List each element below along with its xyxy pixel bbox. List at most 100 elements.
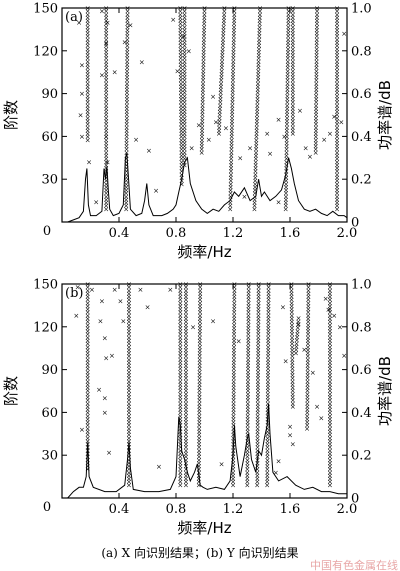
pole-marker: ×	[183, 362, 189, 370]
pole-marker: ×	[183, 293, 189, 301]
pole-marker: ×	[252, 171, 258, 179]
pole-marker: ×	[85, 331, 91, 339]
pole-marker: ×	[177, 390, 183, 398]
pole-marker: ×	[327, 356, 333, 364]
pole-marker: ×	[253, 149, 259, 157]
pole-marker: ×	[266, 290, 272, 298]
pole-marker: ×	[327, 287, 333, 295]
pole-marker: ×	[196, 450, 202, 458]
pole-marker: ×	[109, 352, 115, 360]
pole-marker: ×	[103, 52, 109, 60]
pole-marker: ×	[265, 428, 271, 436]
pole-marker: ×	[216, 130, 222, 138]
pole-marker: ×	[179, 168, 185, 176]
pole-marker: ×	[306, 284, 312, 292]
pole-marker: ×	[334, 180, 340, 188]
pole-marker: ×	[231, 337, 237, 345]
pole-marker: ×	[264, 469, 270, 477]
pole-marker: ×	[231, 359, 237, 367]
pole-marker: ×	[284, 121, 290, 129]
y-tick-label: 60	[41, 406, 58, 421]
pole-marker: ×	[177, 290, 183, 298]
pole-marker: ×	[231, 324, 237, 332]
pole-marker: ×	[178, 70, 184, 78]
pole-marker: ×	[199, 111, 205, 119]
pole-marker: ×	[285, 36, 291, 44]
pole-marker: ×	[177, 17, 183, 25]
pole-marker: ×	[255, 378, 261, 386]
pole-marker: ×	[179, 171, 185, 179]
pole-marker: ×	[334, 155, 340, 163]
pole-marker: ×	[103, 161, 109, 169]
pole-marker: ×	[327, 296, 333, 304]
pole-marker: ×	[327, 397, 333, 405]
pole-marker: ×	[289, 299, 295, 307]
pole-marker: ×	[103, 174, 109, 182]
pole-marker: ×	[125, 8, 131, 16]
pole-marker: ×	[289, 287, 295, 295]
pole-marker: ×	[334, 121, 340, 129]
pole-marker: ×	[327, 290, 333, 298]
pole-marker: ×	[197, 328, 203, 336]
pole-marker: ×	[85, 378, 91, 386]
x-tick-label: 1.2	[223, 226, 244, 241]
pole-marker: ×	[304, 409, 310, 417]
pole-marker: ×	[177, 337, 183, 345]
pole-marker: ×	[228, 180, 234, 188]
y2-axis-title: 功率谱/dB	[376, 356, 394, 426]
pole-marker: ×	[290, 20, 296, 28]
pole-marker: ×	[255, 318, 261, 326]
pole-marker: ×	[290, 108, 296, 116]
pole-marker: ×	[290, 384, 296, 392]
pole-marker: ×	[177, 450, 183, 458]
pole-marker: ×	[334, 127, 340, 135]
pole-marker: ×	[231, 306, 237, 314]
pole-marker: ×	[334, 83, 340, 91]
plot-frame	[61, 7, 348, 223]
pole-marker: ×	[85, 375, 91, 383]
pole-marker: ×	[231, 412, 237, 420]
pole-marker: ×	[177, 309, 183, 317]
pole-marker: ×	[231, 397, 237, 405]
pole-marker: ×	[290, 387, 296, 395]
pole-marker: ×	[124, 45, 130, 53]
pole-marker: ×	[285, 55, 291, 63]
pole-marker: ×	[85, 124, 91, 132]
pole-marker: ×	[178, 146, 184, 154]
pole-marker: ×	[85, 459, 91, 467]
pole-marker: ×	[103, 133, 109, 141]
pole-marker: ×	[327, 337, 333, 345]
pole-marker: ×	[218, 89, 224, 97]
pole-marker: ×	[124, 139, 130, 147]
pole-marker: ×	[231, 284, 237, 292]
pole-marker: ×	[265, 403, 271, 411]
pole-marker: ×	[103, 196, 109, 204]
x-tick-label: 0.4	[109, 226, 130, 241]
pole-marker: ×	[183, 434, 189, 442]
pole-marker: ×	[305, 293, 311, 301]
pole-marker: ×	[85, 306, 91, 314]
pole-marker: ×	[124, 77, 130, 85]
pole-marker: ×	[289, 343, 295, 351]
pole-marker: ×	[126, 356, 132, 364]
pole-marker: ×	[266, 296, 272, 304]
pole-marker: ×	[230, 478, 236, 486]
pole-marker: ×	[177, 346, 183, 354]
pole-marker: ×	[126, 375, 132, 383]
pole-marker: ×	[255, 70, 261, 78]
pole-marker: ×	[284, 102, 290, 110]
pole-marker: ×	[183, 431, 189, 439]
pole-marker: ×	[231, 406, 237, 414]
pole-marker: ×	[284, 155, 290, 163]
pole-marker: ×	[256, 293, 262, 301]
pole-marker: ×	[126, 359, 132, 367]
power-spectrum-line	[62, 403, 347, 499]
pole-marker: ×	[85, 108, 91, 116]
pole-marker: ×	[124, 70, 130, 78]
pole-marker: ×	[231, 419, 237, 427]
pole-marker: ×	[255, 441, 261, 449]
pole-marker: ×	[327, 434, 333, 442]
pole-marker: ×	[293, 349, 299, 357]
pole-marker: ×	[177, 384, 183, 392]
pole-marker: ×	[123, 180, 129, 188]
